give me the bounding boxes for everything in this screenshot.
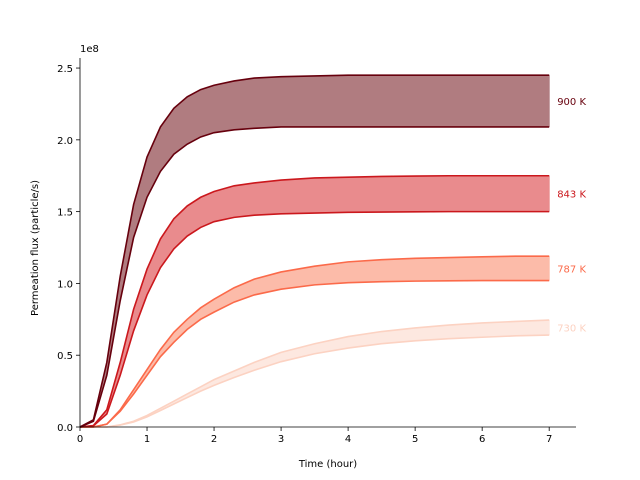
series-label-730k: 730 K <box>557 324 586 335</box>
y-tick-label: 0.5 <box>57 351 73 362</box>
labels-layer: 730 K 787 K 843 K 900 K <box>557 97 586 334</box>
upper-line-843k <box>79 174 550 428</box>
x-tick-label: 4 <box>345 434 351 445</box>
y-offset-label: 1e8 <box>80 44 99 55</box>
x-tick-label: 7 <box>546 434 552 445</box>
y-tick-label: 1.0 <box>57 279 73 290</box>
series-label-787k: 787 K <box>557 264 586 275</box>
lower-line-843k <box>79 210 550 428</box>
axes-layer: 0 1 2 3 4 5 6 7 0.0 0.5 1.0 1.5 2.0 2.5 <box>57 58 576 445</box>
series-label-900k: 900 K <box>557 97 586 108</box>
bands-layer <box>79 74 550 428</box>
x-axis-label: Time (hour) <box>298 459 357 470</box>
lower-line-730k <box>80 334 550 428</box>
lower-line-787k <box>80 279 550 428</box>
series-label-843k: 843 K <box>557 190 586 201</box>
x-tick-label: 5 <box>412 434 418 445</box>
lower-line-900k <box>79 126 550 428</box>
x-tick-label: 1 <box>144 434 150 445</box>
y-tick-label: 0.0 <box>57 423 73 434</box>
x-tick-label: 2 <box>211 434 217 445</box>
y-tick-label: 2.5 <box>57 64 73 75</box>
y-axis-label: Permeation flux (particle/s) <box>30 180 41 316</box>
upper-line-900k <box>79 74 550 428</box>
x-tick-label: 6 <box>479 434 485 445</box>
x-tick-label: 0 <box>77 434 83 445</box>
band-fill-900k <box>79 74 550 428</box>
upper-line-787k <box>80 255 550 428</box>
y-tick-label: 1.5 <box>57 208 73 219</box>
x-tick-label: 3 <box>278 434 284 445</box>
y-tick-label: 2.0 <box>57 136 73 147</box>
band-fill-730k <box>80 319 550 428</box>
